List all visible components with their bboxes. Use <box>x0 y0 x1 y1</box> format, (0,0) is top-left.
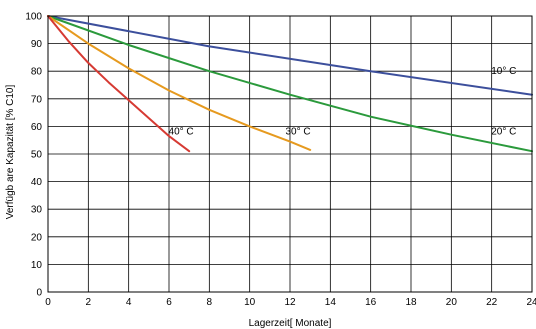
grid <box>47 15 533 293</box>
x-tick-label: 18 <box>405 297 417 308</box>
x-tick-label: 14 <box>325 297 337 308</box>
series-label: 10° C <box>491 66 516 77</box>
x-tick-label: 0 <box>45 297 51 308</box>
y-tick-label: 10 <box>31 260 43 271</box>
y-tick-label: 100 <box>25 12 42 23</box>
axes <box>47 15 533 293</box>
x-tick-label: 6 <box>166 297 172 308</box>
y-tick-label: 70 <box>31 94 43 105</box>
series-labels: 10° C 20° C 30° C 40° C <box>169 66 517 138</box>
x-tick-label: 2 <box>86 297 92 308</box>
x-tick-label: 4 <box>126 297 132 308</box>
x-tick-label: 16 <box>365 297 377 308</box>
series-line-10c <box>47 15 533 96</box>
series-line-20c <box>47 15 533 153</box>
x-tick-label: 12 <box>284 297 296 308</box>
x-axis-title: Lagerzeit[ Monate] <box>249 318 332 329</box>
y-axis-title: Verfügb are Kapazität [% C10] <box>5 85 16 220</box>
x-tick-label: 24 <box>526 297 536 308</box>
y-tick-label: 80 <box>31 67 43 78</box>
series-label: 20° C <box>491 127 516 138</box>
y-tick-label: 30 <box>31 205 43 216</box>
x-tick-label: 22 <box>486 297 498 308</box>
y-tick-label: 40 <box>31 177 43 188</box>
series-lines <box>47 15 533 153</box>
series-label: 30° C <box>286 127 311 138</box>
y-tick-label: 50 <box>31 150 43 161</box>
series-label: 40° C <box>169 127 194 138</box>
x-tick-label: 10 <box>244 297 256 308</box>
plot-frame <box>47 15 533 293</box>
y-tick-label: 60 <box>31 122 43 133</box>
x-tick-label: 20 <box>446 297 458 308</box>
y-tick-label: 0 <box>36 288 42 299</box>
y-tick-label: 90 <box>31 39 43 50</box>
series-line-30c <box>47 15 312 151</box>
series-line-40c <box>47 15 191 153</box>
x-tick-label: 8 <box>207 297 213 308</box>
y-tick-label: 20 <box>31 232 43 243</box>
